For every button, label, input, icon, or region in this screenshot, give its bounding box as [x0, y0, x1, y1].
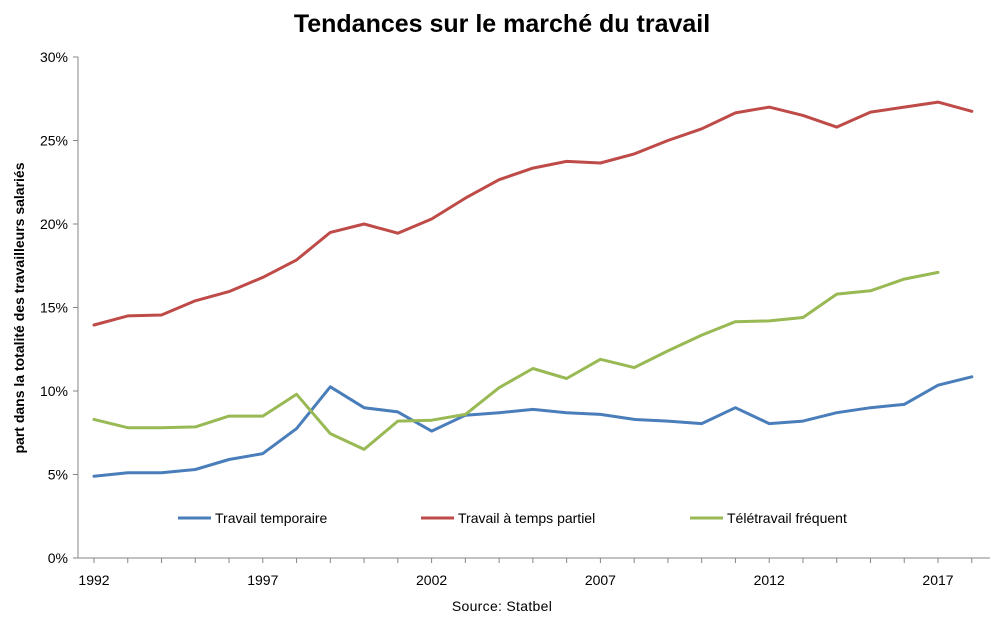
y-tick-label: 15%: [40, 300, 68, 316]
x-tick-label: 1997: [247, 572, 278, 588]
axes: [77, 57, 990, 559]
x-tick-label: 2007: [585, 572, 616, 588]
legend: Travail temporaire Travail à temps partie…: [178, 510, 847, 526]
x-tick-label: 2012: [754, 572, 785, 588]
series-line-1: [92, 100, 974, 327]
y-tick-label: 25%: [40, 133, 68, 149]
series-lines: [92, 100, 974, 478]
x-tick-label: 1992: [78, 572, 109, 588]
series-line-0: [92, 375, 974, 478]
chart-title: Tendances sur le marché du travail: [294, 10, 710, 38]
y-tick-labels: 0% 5% 10% 15% 20% 25% 30%: [40, 49, 78, 566]
y-tick-label: 30%: [40, 49, 68, 65]
legend-label: Travail à temps partiel: [458, 510, 595, 526]
legend-label: Télétravail fréquent: [727, 510, 847, 526]
x-tick-label: 2017: [922, 572, 953, 588]
y-tick-label: 20%: [40, 216, 68, 232]
source-note: Source: Statbel: [452, 598, 552, 614]
series-line-2: [92, 270, 940, 451]
y-tick-label: 5%: [48, 467, 68, 483]
y-axis-label: part dans la totalité des travailleurs s…: [11, 162, 27, 453]
x-tick-labels: 1992 1997 2002 2007 2012 2017: [78, 558, 973, 588]
y-tick-label: 0%: [48, 550, 68, 566]
legend-label: Travail temporaire: [215, 510, 328, 526]
x-tick-label: 2002: [416, 572, 447, 588]
y-tick-label: 10%: [40, 383, 68, 399]
